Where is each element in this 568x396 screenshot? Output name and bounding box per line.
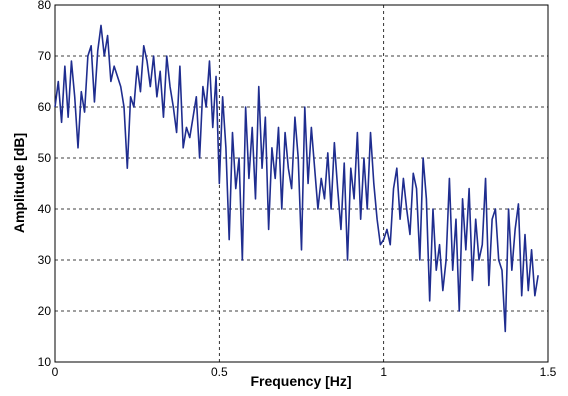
y-tick-label: 80 <box>38 0 52 12</box>
plot-frame <box>54 4 549 363</box>
y-tick-label: 20 <box>38 304 52 318</box>
y-axis-title: Amplitude [dB] <box>11 133 27 233</box>
plot-area <box>54 4 549 363</box>
x-tick-label: 1.5 <box>540 365 557 379</box>
data-line <box>54 24 539 333</box>
x-tick-label: 0.5 <box>211 365 228 379</box>
y-tick-label: 30 <box>38 253 52 267</box>
y-tick-label: 60 <box>38 100 52 114</box>
y-tick-label: 50 <box>38 151 52 165</box>
x-axis-title: Frequency [Hz] <box>250 373 351 389</box>
x-tick-label: 1 <box>380 365 387 379</box>
y-tick-label: 70 <box>38 49 52 63</box>
x-tick-label: 0 <box>52 365 59 379</box>
y-tick-label: 40 <box>38 202 52 216</box>
y-tick-label: 10 <box>38 355 52 369</box>
